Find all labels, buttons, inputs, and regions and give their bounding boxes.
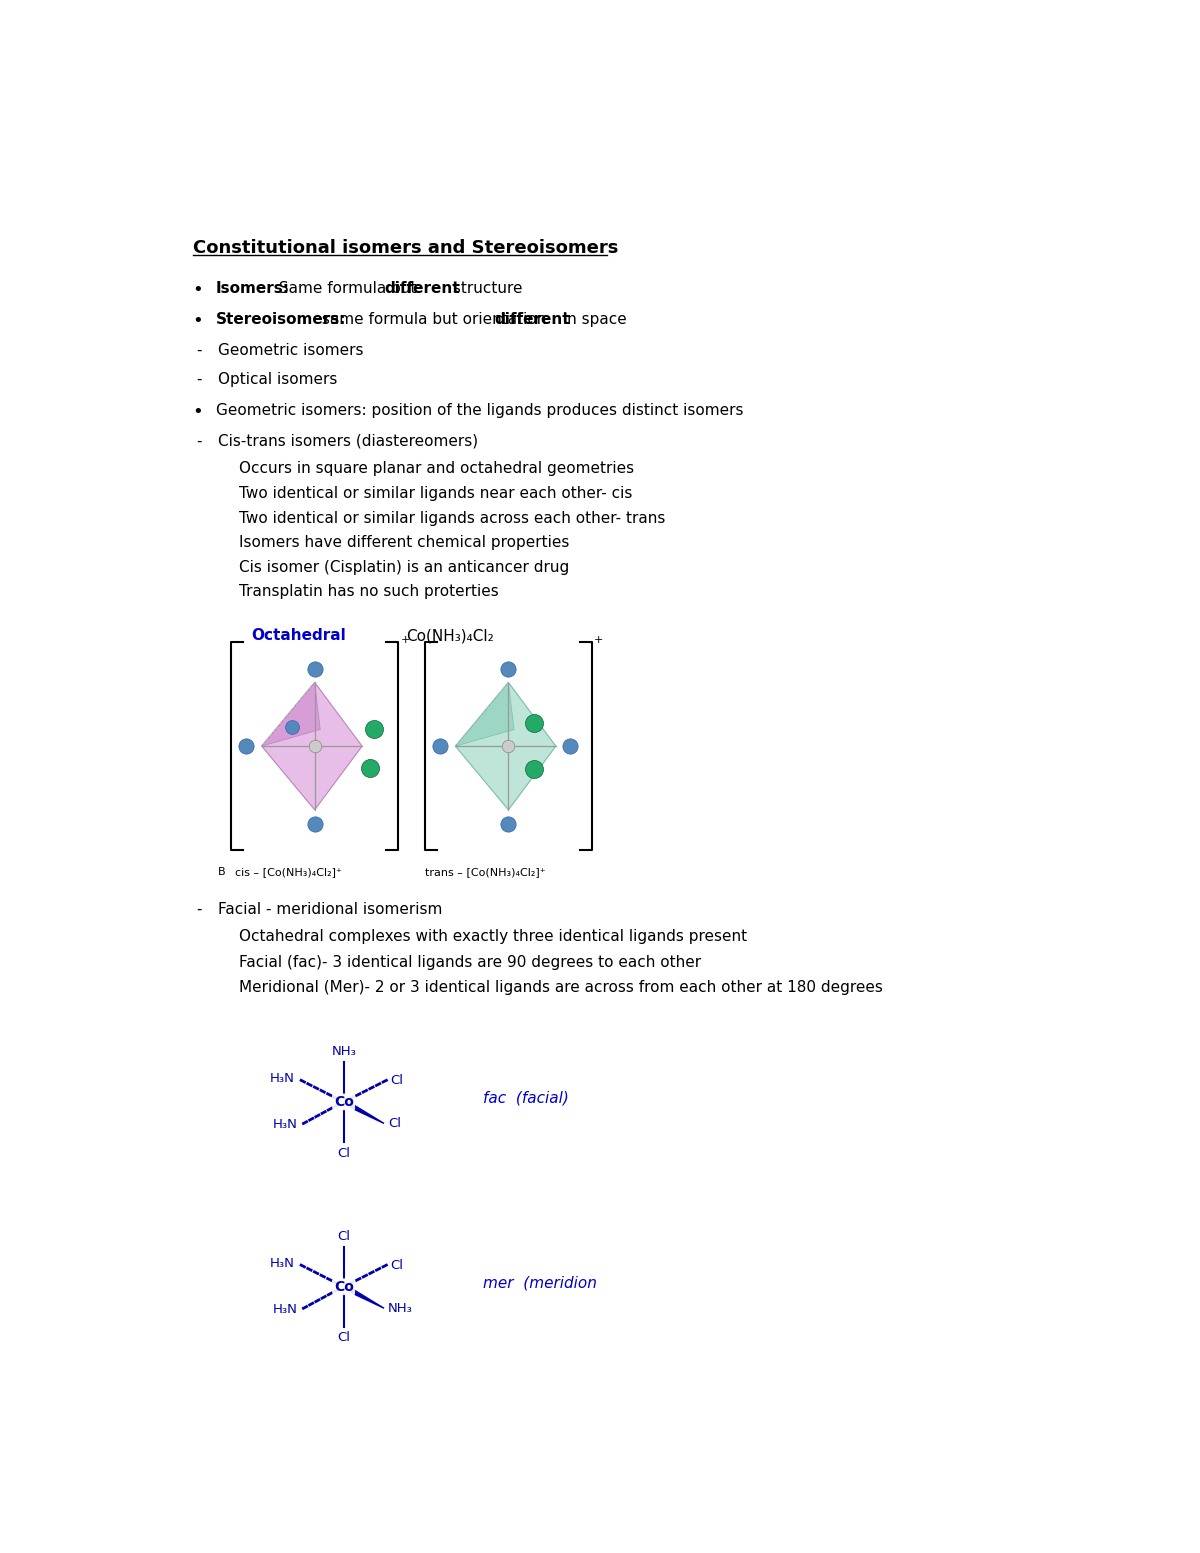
Text: -: - [197, 371, 202, 387]
Text: Cl: Cl [388, 1117, 401, 1131]
Text: NH₃: NH₃ [331, 1045, 356, 1058]
Text: same formula but orientation: same formula but orientation [317, 312, 552, 326]
Text: -: - [197, 343, 202, 357]
Text: Cis-trans isomers (diastereomers): Cis-trans isomers (diastereomers) [218, 433, 479, 449]
Text: +: + [594, 635, 604, 644]
Text: H₃N: H₃N [270, 1256, 295, 1270]
Text: Co(NH₃)₄Cl₂: Co(NH₃)₄Cl₂ [406, 629, 493, 643]
Text: Cl: Cl [337, 1230, 350, 1242]
Text: Cl: Cl [390, 1073, 403, 1087]
Text: •: • [193, 281, 203, 300]
Text: Cl: Cl [337, 1146, 350, 1160]
Text: H₃N: H₃N [272, 1118, 298, 1132]
Text: •: • [193, 312, 203, 329]
Polygon shape [350, 1287, 384, 1308]
Text: Optical isomers: Optical isomers [218, 371, 337, 387]
Text: Same formula but: Same formula but [274, 281, 421, 297]
Text: Co: Co [334, 1280, 354, 1294]
Text: Facial (fac)- 3 identical ligands are 90 degrees to each other: Facial (fac)- 3 identical ligands are 90… [239, 955, 701, 969]
Text: Two identical or similar ligands across each other- trans: Two identical or similar ligands across … [239, 511, 666, 525]
Text: Transplatin has no such proterties: Transplatin has no such proterties [239, 584, 499, 599]
Text: Geometric isomers: position of the ligands produces distinct isomers: Geometric isomers: position of the ligan… [216, 402, 743, 418]
Text: +: + [401, 635, 409, 644]
Text: Octahedral complexes with exactly three identical ligands present: Octahedral complexes with exactly three … [239, 929, 748, 944]
Text: Cl: Cl [337, 1331, 350, 1345]
Text: Meridional (Mer)- 2 or 3 identical ligands are across from each other at 180 deg: Meridional (Mer)- 2 or 3 identical ligan… [239, 980, 883, 995]
Text: structure: structure [448, 281, 522, 297]
Text: Stereoisomers:: Stereoisomers: [216, 312, 347, 326]
Text: Constitutional isomers and Stereoisomers: Constitutional isomers and Stereoisomers [193, 239, 624, 256]
Text: different: different [384, 281, 460, 297]
Text: Octahedral: Octahedral [251, 629, 346, 643]
Text: Occurs in square planar and octahedral geometries: Occurs in square planar and octahedral g… [239, 461, 635, 477]
Text: Geometric isomers: Geometric isomers [218, 343, 364, 357]
Polygon shape [350, 1103, 384, 1123]
Text: in space: in space [558, 312, 626, 326]
Text: Cl: Cl [390, 1258, 403, 1272]
Text: different: different [494, 312, 570, 326]
Text: mer  (meridion: mer (meridion [484, 1275, 598, 1291]
Text: -: - [197, 902, 202, 916]
Text: B: B [218, 867, 226, 877]
Text: Isomers:: Isomers: [216, 281, 290, 297]
Text: cis – [Co(NH₃)₄Cl₂]⁺: cis – [Co(NH₃)₄Cl₂]⁺ [235, 867, 342, 877]
Text: Isomers have different chemical properties: Isomers have different chemical properti… [239, 536, 570, 550]
Text: Cis isomer (Cisplatin) is an anticancer drug: Cis isomer (Cisplatin) is an anticancer … [239, 559, 569, 575]
Text: •: • [193, 402, 203, 421]
Text: H₃N: H₃N [272, 1303, 298, 1317]
Text: NH₃: NH₃ [388, 1301, 413, 1315]
Text: fac  (facial): fac (facial) [484, 1090, 569, 1106]
Text: -: - [197, 433, 202, 449]
Text: H₃N: H₃N [270, 1072, 295, 1086]
Polygon shape [262, 682, 320, 745]
Text: trans – [Co(NH₃)₄Cl₂]⁺: trans – [Co(NH₃)₄Cl₂]⁺ [425, 867, 546, 877]
Polygon shape [456, 682, 514, 745]
Polygon shape [456, 682, 556, 811]
Polygon shape [262, 682, 362, 811]
Text: Facial - meridional isomerism: Facial - meridional isomerism [218, 902, 443, 916]
Text: Co: Co [334, 1095, 354, 1109]
Text: Two identical or similar ligands near each other- cis: Two identical or similar ligands near ea… [239, 486, 632, 502]
